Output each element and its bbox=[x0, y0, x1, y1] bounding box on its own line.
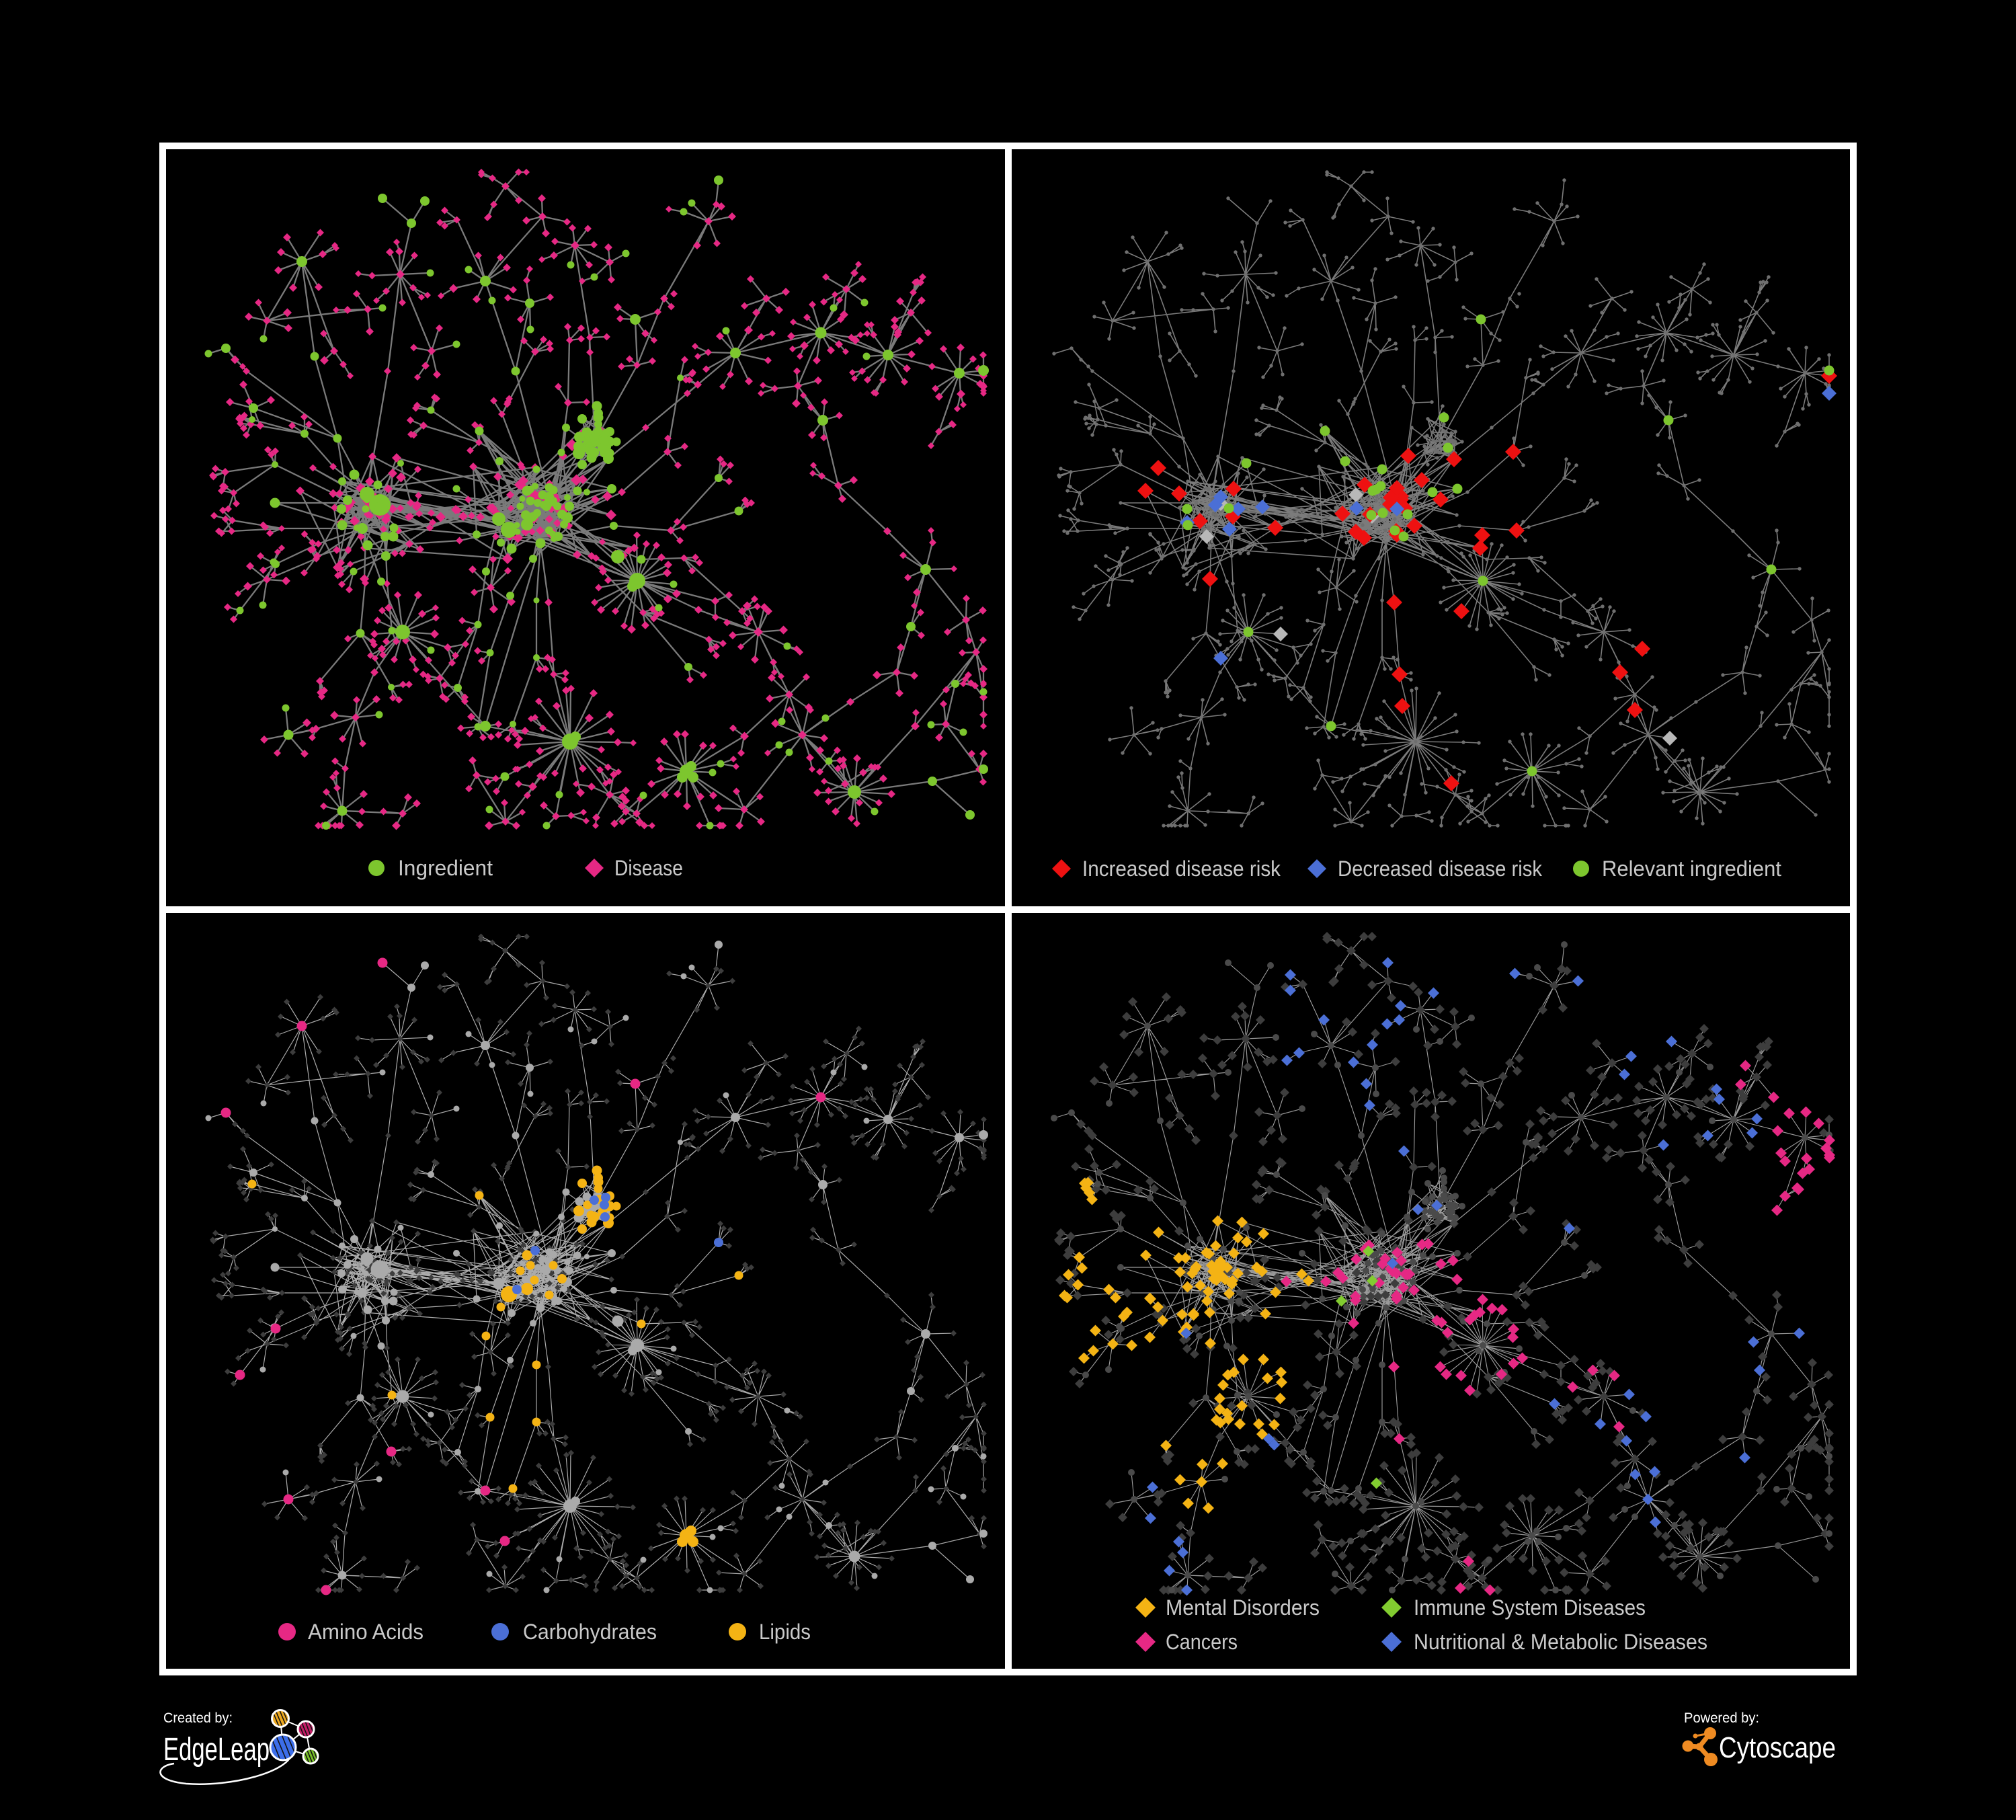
svg-text:Decreased disease risk: Decreased disease risk bbox=[1338, 857, 1543, 881]
svg-text:Relevant ingredient: Relevant ingredient bbox=[1602, 857, 1781, 881]
svg-text:Cytoscape: Cytoscape bbox=[1719, 1731, 1836, 1764]
svg-text:Increased disease risk: Increased disease risk bbox=[1082, 857, 1281, 881]
svg-text:Carbohydrates: Carbohydrates bbox=[523, 1620, 657, 1644]
svg-text:EdgeLeap: EdgeLeap bbox=[163, 1732, 270, 1768]
svg-text:Created by:: Created by: bbox=[163, 1710, 233, 1726]
svg-text:Amino Acids: Amino Acids bbox=[308, 1620, 424, 1644]
svg-text:Mental Disorders: Mental Disorders bbox=[1166, 1595, 1320, 1620]
svg-text:Nutritional & Metabolic Diseas: Nutritional & Metabolic Diseases bbox=[1414, 1630, 1707, 1654]
svg-text:Powered by:: Powered by: bbox=[1684, 1710, 1759, 1726]
svg-text:Ingredient: Ingredient bbox=[398, 856, 493, 880]
svg-text:Cancers: Cancers bbox=[1166, 1630, 1238, 1654]
svg-text:Immune System Diseases: Immune System Diseases bbox=[1414, 1595, 1646, 1620]
svg-text:Disease: Disease bbox=[614, 856, 683, 880]
svg-text:Lipids: Lipids bbox=[759, 1620, 811, 1644]
